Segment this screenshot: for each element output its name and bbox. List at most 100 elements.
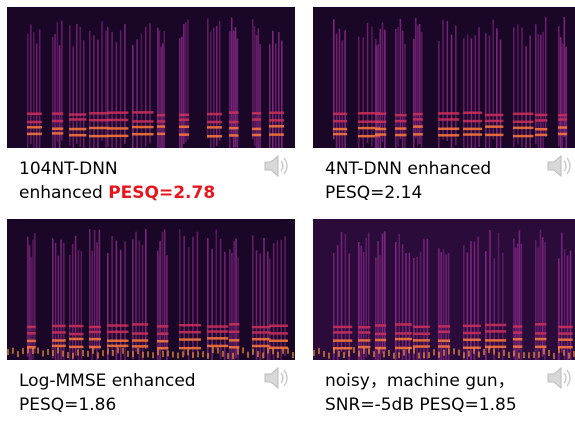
noise-mark (538, 351, 540, 358)
spec-harmonic (395, 113, 407, 117)
spec-harmonic (69, 332, 84, 336)
spec-band (360, 245, 363, 360)
spec-band (192, 236, 194, 357)
spec-band (187, 19, 189, 140)
spec-band (375, 39, 377, 148)
spec-band (119, 30, 122, 148)
spec-band (54, 242, 57, 360)
speaker-icon[interactable] (262, 153, 290, 179)
noise-mark (252, 348, 254, 355)
spec-background (7, 219, 295, 360)
spec-harmonic (69, 337, 84, 341)
spec-band (79, 26, 82, 147)
spec-band (234, 27, 237, 148)
noise-mark (32, 347, 34, 354)
spec-band (381, 233, 384, 354)
spec-band (513, 27, 515, 148)
spec-harmonic (413, 112, 423, 116)
spec-harmonic (375, 346, 387, 350)
spec-band (135, 231, 137, 352)
spec-harmonic (107, 330, 129, 334)
spec-band (196, 231, 199, 352)
spec-harmonic (413, 332, 430, 336)
spec-band (404, 44, 406, 148)
noise-mark (57, 347, 59, 354)
spec-harmonic (358, 134, 380, 138)
spec-band (271, 30, 274, 148)
spec-harmonic (375, 338, 387, 342)
spec-harmonic (375, 127, 387, 131)
spec-harmonic (438, 345, 451, 348)
spec-band (30, 257, 33, 360)
spec-band (107, 26, 109, 147)
spec-band (340, 231, 343, 352)
spec-harmonic (485, 113, 504, 117)
noise-mark (343, 351, 345, 358)
noise-mark (513, 350, 515, 357)
spec-harmonic (27, 126, 42, 129)
spectrogram (313, 7, 575, 148)
caption-line: noisy，machine gun， (325, 371, 515, 391)
noise-mark (162, 350, 164, 357)
spec-harmonic (132, 111, 154, 114)
spec-band (541, 237, 544, 358)
spec-band (379, 255, 382, 360)
spec-band (401, 30, 404, 148)
spec-band (398, 234, 400, 355)
spec-harmonic (52, 331, 66, 334)
spec-band (29, 24, 32, 145)
spec-band (485, 251, 487, 360)
spec-harmonic (395, 127, 407, 130)
speaker-icon[interactable] (545, 365, 573, 391)
spec-harmonic (89, 345, 101, 349)
spec-harmonic (558, 132, 568, 136)
noise-mark (518, 352, 520, 359)
spec-band (124, 241, 126, 360)
spec-band (395, 241, 397, 360)
noise-mark (247, 351, 249, 358)
spec-band (493, 258, 496, 360)
spec-harmonic (27, 339, 36, 343)
spec-harmonic (513, 331, 523, 334)
noise-mark (318, 348, 320, 355)
caption-line: 104NT-DNN (19, 159, 118, 179)
spec-band (266, 251, 269, 360)
spec-band (381, 22, 384, 143)
noise-mark (122, 347, 124, 354)
spec-band (229, 31, 231, 148)
spec-band (89, 31, 91, 148)
speaker-icon[interactable] (545, 153, 573, 179)
noise-mark (438, 351, 440, 358)
spec-band (470, 241, 472, 360)
spec-band (212, 27, 215, 148)
spec-harmonic (69, 345, 84, 349)
spec-band (52, 37, 54, 148)
spec-harmonic (358, 112, 380, 115)
spec-band (367, 232, 370, 353)
noise-mark (368, 348, 370, 355)
spec-band (161, 43, 164, 148)
noise-mark (498, 352, 500, 359)
spec-harmonic (207, 120, 222, 124)
spec-band (566, 255, 569, 360)
spec-band (145, 229, 147, 350)
noise-mark (222, 350, 224, 357)
spec-harmonic (157, 346, 169, 350)
spec-band (485, 32, 487, 148)
noise-mark (192, 352, 194, 359)
spec-band (80, 250, 83, 360)
speaker-icon[interactable] (262, 365, 290, 391)
spec-band (75, 23, 78, 144)
spec-harmonic (229, 126, 239, 130)
spec-harmonic (513, 337, 523, 341)
spec-harmonic (375, 133, 387, 136)
spec-harmonic (89, 134, 110, 138)
spec-harmonic (485, 330, 507, 333)
spec-harmonic (333, 127, 348, 131)
spec-band (97, 39, 99, 148)
noise-mark (488, 347, 490, 354)
spec-band (259, 44, 261, 148)
spec-band (237, 257, 239, 360)
spec-harmonic (513, 325, 523, 328)
caption-line: Log-MMSE enhanced (19, 371, 196, 391)
